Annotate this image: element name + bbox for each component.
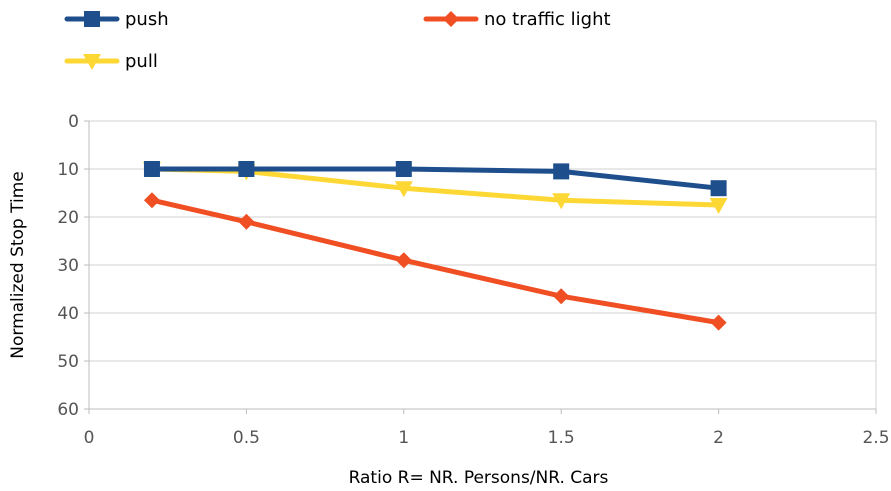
data-point-push	[395, 161, 412, 177]
data-point-no-traffic-light	[710, 314, 727, 331]
y-axis-title: Normalized Stop Time	[8, 171, 28, 358]
data-point-no-traffic-light	[395, 252, 412, 269]
x-axis-title: Ratio R= NR. Persons/NR. Cars	[349, 468, 609, 488]
y-tick-label: 0	[68, 112, 79, 132]
series-line-no-traffic-light	[149, 197, 722, 326]
data-point-no-traffic-light	[143, 192, 160, 209]
legend-label: no traffic light	[484, 9, 611, 30]
legend-item-push: push	[64, 9, 169, 30]
x-tick-label: 1.5	[548, 428, 575, 448]
x-tick-label: 2.5	[862, 428, 889, 448]
legend-label: pull	[125, 51, 158, 72]
y-tick-label: 60	[57, 400, 79, 420]
data-point-pull	[709, 198, 728, 214]
series-push	[143, 161, 727, 197]
legend-marker	[443, 11, 459, 27]
series-no-traffic-light	[143, 192, 727, 331]
data-point-pull	[552, 193, 571, 210]
axes	[84, 120, 877, 414]
data-point-push	[553, 163, 570, 180]
y-tick-label: 50	[57, 352, 79, 372]
series-layer	[142, 161, 728, 331]
y-tick-label: 40	[57, 304, 79, 324]
legend-label: push	[125, 9, 169, 30]
legend-marker	[84, 11, 100, 27]
data-point-push	[143, 161, 160, 177]
x-tick-label: 1	[398, 428, 409, 448]
x-tick-label: 0.5	[233, 428, 260, 448]
y-tick-label: 20	[57, 208, 79, 228]
data-point-push	[238, 161, 255, 177]
legend-item-pull: pull	[64, 51, 158, 72]
y-tick-label: 10	[57, 160, 79, 180]
legend-item-no-traffic-light: no traffic light	[423, 9, 611, 30]
legend: push no traffic light pull	[64, 9, 611, 72]
series-line-pull	[149, 166, 722, 208]
y-tick-label: 30	[57, 256, 79, 276]
x-tick-label: 0	[84, 428, 95, 448]
grid	[89, 120, 877, 410]
data-point-no-traffic-light	[238, 213, 255, 230]
data-point-no-traffic-light	[553, 288, 570, 305]
legend-marker	[83, 54, 101, 70]
data-point-pull	[394, 181, 413, 198]
data-point-push	[710, 180, 727, 197]
x-tick-label: 2	[713, 428, 724, 448]
